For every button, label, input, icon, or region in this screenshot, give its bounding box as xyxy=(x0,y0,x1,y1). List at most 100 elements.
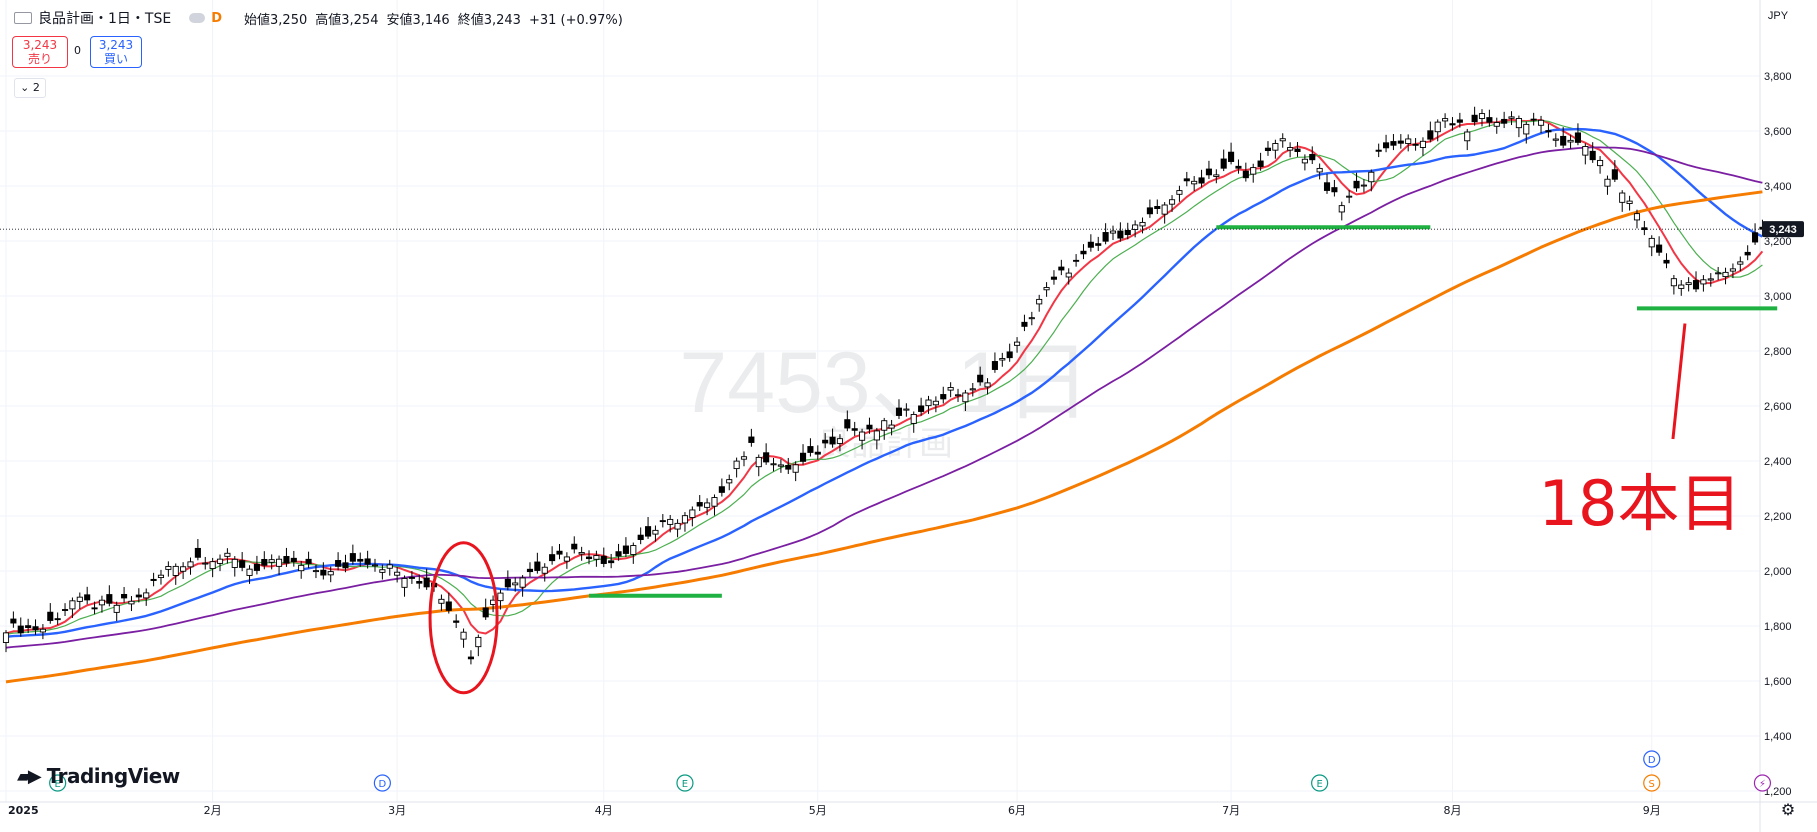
candle-body xyxy=(290,557,297,563)
event-marker-label: ⚡ xyxy=(1759,779,1766,790)
candle-body xyxy=(1360,184,1367,187)
annotation-arrow-line xyxy=(1671,323,1687,440)
candle-body xyxy=(1383,142,1390,149)
candle-body xyxy=(423,577,430,588)
price-tick-label: 3,400 xyxy=(1764,181,1792,193)
candle-body xyxy=(1323,182,1331,191)
price-tick-label: 1,600 xyxy=(1764,676,1792,688)
candle-body xyxy=(1213,174,1220,177)
candle-body xyxy=(39,628,46,633)
time-axis[interactable]: 2025 2月 3月 4月 5月 6月 7月 8月 9月 xyxy=(8,804,1661,817)
candle-body xyxy=(216,558,224,564)
time-tick-label: 2月 xyxy=(204,804,222,817)
open-value: 3,250 xyxy=(270,12,308,28)
price-tick-label: 3,800 xyxy=(1764,71,1792,83)
candle-body xyxy=(1390,141,1397,146)
indicators-collapse-button[interactable]: ⌄ 2 xyxy=(14,78,46,98)
sell-button[interactable]: 3,243 売り xyxy=(12,36,68,68)
candle-body xyxy=(371,564,379,567)
price-axis[interactable]: JPY 1,200 1,400 1,600 1,800 2,000 2,200 2,400 2,… xyxy=(0,10,1804,798)
candle-body xyxy=(600,555,607,564)
candle-body xyxy=(246,568,253,576)
candle-body xyxy=(556,550,563,555)
candlesticks xyxy=(2,106,1766,665)
candle-body xyxy=(475,636,482,648)
candle-body xyxy=(1722,271,1729,278)
candle-body xyxy=(674,522,681,530)
candle-body xyxy=(1146,207,1153,215)
change-value: +31 (+0.97%) xyxy=(528,12,623,28)
candle-body xyxy=(113,604,120,613)
candle-body xyxy=(1301,158,1308,164)
event-marker xyxy=(373,774,391,792)
gear-icon[interactable]: ⚙ xyxy=(1780,800,1796,819)
candle-body xyxy=(106,594,113,604)
candle-body xyxy=(1537,119,1545,126)
candle-body xyxy=(394,571,401,576)
event-marker xyxy=(1643,750,1661,768)
candle-body xyxy=(98,599,105,606)
candle-body xyxy=(652,529,659,535)
candle-body xyxy=(718,486,725,493)
candle-body xyxy=(763,452,770,463)
price-tick-label: 3,000 xyxy=(1764,291,1792,303)
candle-body xyxy=(991,361,998,370)
candle-body xyxy=(1250,167,1257,175)
buy-button[interactable]: 3,243 買い xyxy=(90,36,142,68)
candle-body xyxy=(947,387,954,391)
candle-body xyxy=(1176,190,1183,195)
candle-body xyxy=(1619,192,1626,203)
candle-body xyxy=(534,561,541,571)
candle-body xyxy=(1434,121,1441,133)
candle-body xyxy=(1006,351,1013,359)
candle-body xyxy=(585,556,593,560)
event-marker-label: S xyxy=(1649,779,1655,790)
low-value: 3,146 xyxy=(412,12,450,28)
candle-body xyxy=(1611,169,1618,180)
candle-body xyxy=(1707,278,1714,281)
watermark-line1: 7453、1日 xyxy=(679,335,1090,431)
candle-body xyxy=(1228,151,1235,162)
indicator-count: 2 xyxy=(32,81,40,94)
candle-body xyxy=(977,374,984,383)
candle-body xyxy=(851,428,858,431)
candle-body xyxy=(799,452,807,462)
candle-body xyxy=(261,558,268,566)
candle-body xyxy=(777,464,784,467)
candle-body xyxy=(1692,280,1700,290)
candle-body xyxy=(1264,147,1272,152)
candle-body xyxy=(335,560,342,567)
ma-line-50 xyxy=(5,146,1763,649)
candle-body xyxy=(1678,284,1685,289)
spread-value: 0 xyxy=(74,44,81,57)
candle-body xyxy=(770,463,777,466)
candle-body xyxy=(866,424,873,430)
candle-body xyxy=(91,607,98,610)
candle-body xyxy=(519,577,526,588)
candle-body xyxy=(1242,170,1249,179)
candle-body xyxy=(1715,272,1722,275)
candle-body xyxy=(1486,117,1493,123)
tradingview-logo[interactable]: ▰▶ TradingView xyxy=(17,764,180,788)
candle-body xyxy=(608,560,615,564)
symbol-title[interactable]: 良品計画・1日・TSE xyxy=(38,11,172,27)
candle-body xyxy=(47,611,54,621)
price-tick-label: 2,000 xyxy=(1764,566,1792,578)
candle-body xyxy=(1471,114,1478,123)
candle-body xyxy=(689,509,696,518)
candle-body xyxy=(836,438,843,444)
candle-body xyxy=(637,534,644,540)
currency-label: JPY xyxy=(1768,10,1789,22)
market-status-icon xyxy=(189,13,206,23)
candle-body xyxy=(711,497,718,507)
candle-body xyxy=(578,552,585,555)
candle-body xyxy=(1589,150,1596,161)
candle-body xyxy=(1464,131,1471,142)
event-marker xyxy=(1753,774,1772,792)
candle-body xyxy=(1065,272,1072,278)
candle-body xyxy=(482,607,489,618)
candle-body xyxy=(305,558,312,564)
chevron-down-icon: ⌄ xyxy=(20,81,30,94)
